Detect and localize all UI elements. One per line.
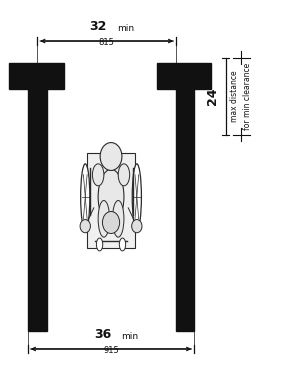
Bar xyxy=(9,63,64,89)
Text: 32: 32 xyxy=(90,20,107,33)
Text: min: min xyxy=(121,332,138,341)
Bar xyxy=(157,63,211,89)
Ellipse shape xyxy=(98,169,124,224)
Ellipse shape xyxy=(132,164,141,230)
Text: 36: 36 xyxy=(94,328,111,341)
Circle shape xyxy=(80,220,90,233)
Ellipse shape xyxy=(92,164,104,186)
Circle shape xyxy=(100,142,122,170)
Bar xyxy=(175,89,194,330)
Circle shape xyxy=(132,220,142,233)
Text: 24: 24 xyxy=(206,87,219,105)
Ellipse shape xyxy=(81,164,90,230)
Ellipse shape xyxy=(113,201,124,237)
Text: 915: 915 xyxy=(103,346,119,355)
Bar xyxy=(28,89,47,330)
FancyBboxPatch shape xyxy=(87,153,135,248)
Ellipse shape xyxy=(96,238,103,251)
Ellipse shape xyxy=(118,164,130,186)
Text: max distance: max distance xyxy=(230,70,239,122)
Text: 815: 815 xyxy=(99,38,115,47)
Text: for min clearance: for min clearance xyxy=(243,63,252,130)
Text: min: min xyxy=(117,24,134,33)
Ellipse shape xyxy=(98,201,110,237)
Circle shape xyxy=(103,212,120,233)
Ellipse shape xyxy=(119,238,126,251)
